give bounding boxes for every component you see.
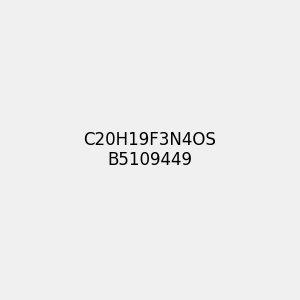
Text: C20H19F3N4OS
B5109449: C20H19F3N4OS B5109449: [84, 130, 216, 170]
